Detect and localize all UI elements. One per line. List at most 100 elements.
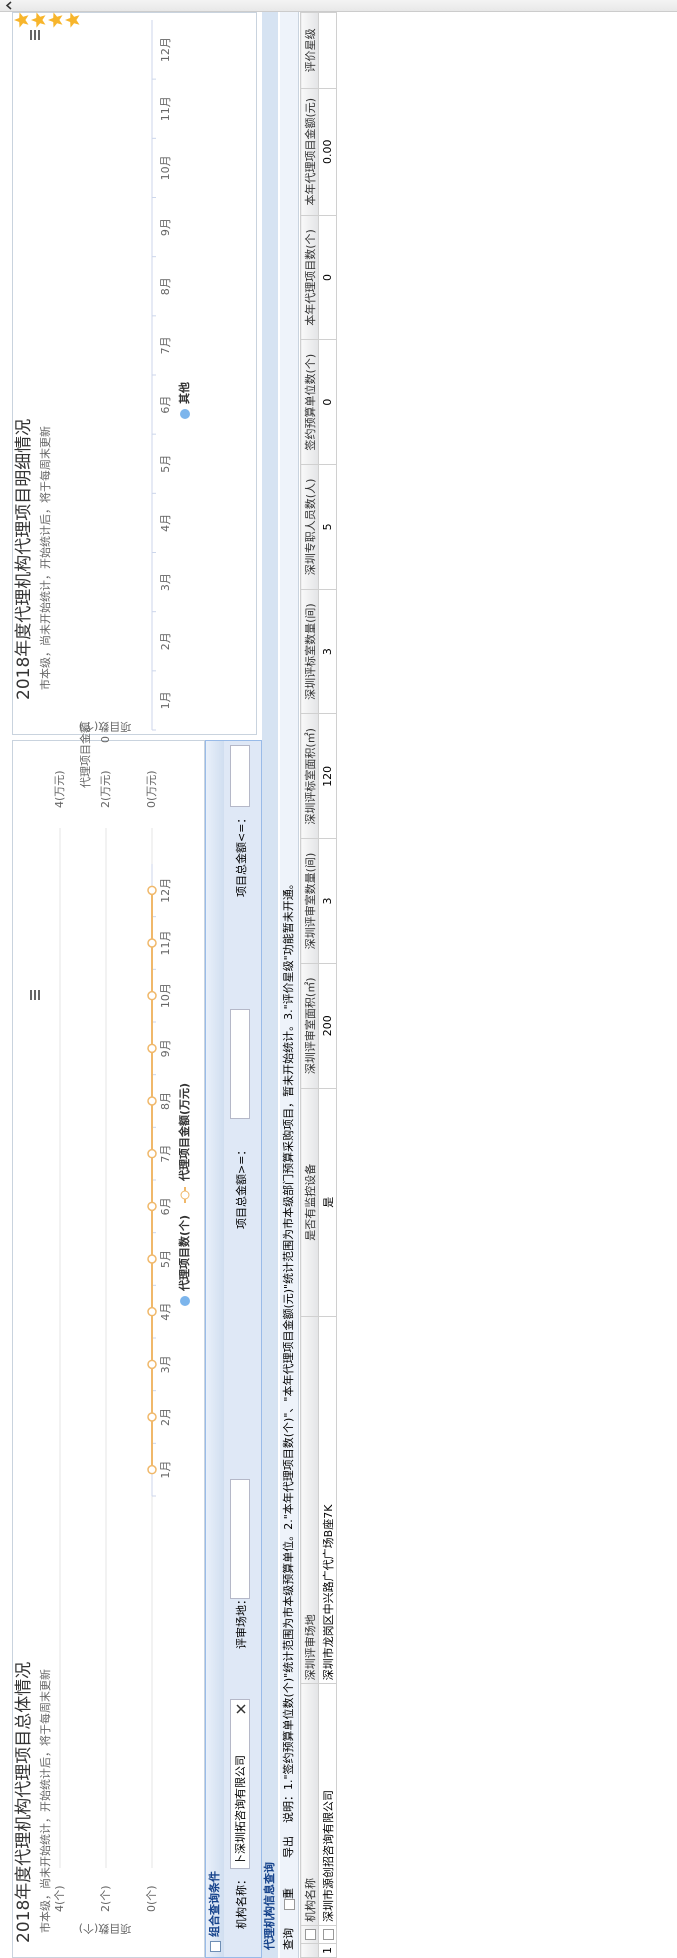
field-label: 评审场地： — [235, 1594, 248, 1649]
info-section: 代理机构信息查询 查询 重置 导出 说明：1."签约预算单位数(个)"统计范围为… — [262, 12, 677, 1958]
x-tick-label: 9月 — [159, 1039, 172, 1057]
legend-label: 其他 — [177, 382, 191, 404]
cell: 0 — [318, 215, 337, 340]
chart-title: 2018年度代理机构代理项目总体情况 — [14, 1662, 34, 1943]
x-tick-label: 5月 — [159, 1250, 172, 1268]
point — [147, 885, 157, 896]
header-cell — [300, 1943, 319, 1958]
legend-label: 代理项目金额(万元) — [177, 1083, 191, 1182]
input[interactable]: 卜深圳拓咨询有限公司 — [230, 1699, 250, 1869]
point — [147, 938, 157, 948]
chart-subtitle: 市本级，尚未开始统计，开始统计后，将于每周末更新 — [38, 1669, 52, 1933]
y-axis-label: 项目数(个) — [79, 720, 132, 733]
x-tick-label: 10月 — [159, 155, 172, 180]
header-cell: 签约预算单位数(个) — [300, 339, 319, 465]
x-tick-label: 5月 — [159, 455, 172, 473]
charts: 2018年度代理机构代理项目总体情况 市本级，尚未开始统计，开始统计后，将于每周末… — [14, 12, 191, 1943]
cell: 深圳市源创招咨询有限公司 — [318, 1683, 337, 1926]
legend-symbol — [180, 409, 190, 419]
scrollbar[interactable] — [0, 0, 677, 12]
x-tick-label: 10月 — [159, 983, 172, 1008]
input[interactable] — [230, 745, 250, 807]
x-tick-label: 1月 — [159, 691, 172, 709]
menu-icon-bar — [38, 30, 40, 40]
legend-symbol — [180, 1296, 190, 1306]
field-label: 项目总金额>=： — [235, 1144, 248, 1229]
clear-icon[interactable] — [236, 1704, 246, 1714]
point — [147, 1201, 157, 1212]
menu-icon-bar — [34, 990, 36, 1000]
menu-icon-bar — [30, 30, 32, 40]
x-tick-label: 2月 — [159, 632, 172, 650]
checkbox[interactable] — [322, 1929, 334, 1940]
cell: 3 — [318, 589, 337, 714]
header-cell: 深圳专职人员数(人) — [300, 464, 319, 590]
point — [147, 1148, 157, 1159]
rating-star — [14, 12, 29, 28]
x-tick-label: 1月 — [159, 1461, 172, 1479]
x-tick-label: 4月 — [159, 1303, 172, 1321]
input[interactable] — [230, 1479, 250, 1599]
cell: 0.00 — [318, 88, 337, 216]
x-tick-label: 11月 — [159, 931, 172, 956]
x-tick-label: 7月 — [159, 336, 172, 354]
button[interactable]: 导出 — [282, 1836, 295, 1858]
point — [147, 990, 157, 1001]
checkbox[interactable] — [304, 1929, 316, 1940]
button[interactable]: 查询 — [282, 1928, 295, 1950]
menu-icon-bar — [38, 990, 40, 1000]
point — [147, 1412, 157, 1422]
y2-tick-label: 4(万元) — [53, 770, 66, 808]
y2-axis-label: 代理项目金额 — [78, 722, 92, 788]
x-tick-label: 8月 — [159, 277, 172, 295]
query-header: 组合查询条件 — [206, 741, 224, 1957]
legend-label: 代理项目数(个) — [177, 1215, 191, 1292]
cell: 200 — [318, 963, 337, 1089]
x-tick-label: 12月 — [159, 878, 172, 903]
scroll-arrow[interactable] — [3, 0, 15, 11]
header-cell: 本年代理项目金额(元) — [300, 88, 319, 216]
toolbar: 查询 重置 导出 说明：1."签约预算单位数(个)"统计范围为市本级预算单位。2… — [280, 12, 313, 1958]
cell: 是 — [318, 1088, 337, 1317]
input[interactable] — [230, 1009, 250, 1119]
header-cell: 深圳评标室数量(间) — [300, 589, 319, 714]
y-tick-label: 0 — [99, 736, 112, 743]
section-title: 代理机构信息查询 — [262, 12, 278, 1958]
menu-icon-bar — [34, 30, 36, 40]
cell — [318, 12, 337, 89]
header-cell — [300, 1925, 319, 1944]
rating-star — [31, 12, 46, 28]
header-cell: 深圳评审场地 — [300, 1316, 319, 1684]
x-tick-label: 12月 — [159, 37, 172, 62]
table: 机构名称 深圳评审场地 是否有监控设备 深圳评审室面积(㎡) 深圳评审室数量(间) 深圳评… — [300, 12, 337, 1958]
header-cell: 深圳评审室数量(间) — [300, 838, 319, 964]
rating-star — [48, 12, 63, 28]
cell: 3 — [318, 838, 337, 964]
point — [147, 1096, 157, 1106]
point — [147, 1254, 157, 1264]
x-tick-label: 6月 — [159, 396, 172, 414]
x-tick-label: 11月 — [159, 96, 172, 121]
query-title: 组合查询条件 — [208, 1871, 221, 1937]
data-row: 1 深圳市源创招咨询有限公司 深圳市龙岗区中兴路广代广场B座7K 是 200 3 120 3 5… — [318, 12, 337, 1958]
header-cell: 是否有监控设备 — [300, 1088, 319, 1317]
point — [147, 1043, 157, 1054]
chart-title: 2018年度代理机构代理项目明细情况 — [14, 419, 34, 700]
header-cell: 本年代理项目数(个) — [300, 215, 319, 340]
x-tick-label: 4月 — [159, 514, 172, 532]
point — [147, 1464, 157, 1475]
cell: 深圳市龙岗区中兴路广代广场B座7K — [318, 1316, 337, 1684]
x-tick-label: 3月 — [159, 573, 172, 591]
header-cell: 深圳评标室面积(㎡) — [300, 713, 319, 839]
point — [147, 1359, 157, 1370]
cell: 0 — [318, 339, 337, 465]
y2-tick-label: 0(万元) — [145, 770, 158, 808]
y2-tick-label: 2(万元) — [99, 770, 112, 808]
rating-star — [65, 12, 80, 28]
x-tick-label: 9月 — [159, 218, 172, 236]
row-number: 1 — [318, 1943, 337, 1958]
field-label: 项目总金额<=： — [235, 812, 248, 897]
y-tick-label: 4(个) — [53, 1885, 66, 1912]
